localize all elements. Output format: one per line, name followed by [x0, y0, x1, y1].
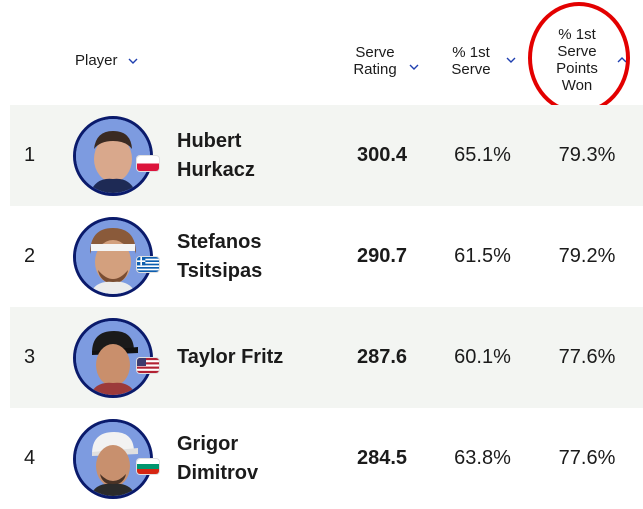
player-avatar[interactable] [73, 419, 159, 499]
serve-rating-label-line2: Rating [353, 61, 397, 78]
rank-cell: 1 [24, 144, 36, 166]
chevron-down-icon[interactable] [408, 61, 420, 73]
table-row[interactable]: 4 Grigor D [10, 408, 643, 509]
first-serve-points-won-cell: 79.2% [558, 245, 616, 267]
player-first-name: Grigor [177, 432, 239, 455]
player-last-name: Tsitsipas [177, 259, 263, 282]
first-serve-pct-cell: 60.1% [454, 346, 511, 368]
table-header: Player Serve Rating % 1st Serve % 1st Se… [0, 0, 643, 114]
column-header-player[interactable]: Player [75, 52, 139, 69]
ranking-table-body: 1 Hubert Hurkacz 300.4 65.1% 79.3% 2 [10, 105, 643, 509]
rank-cell: 3 [24, 346, 36, 368]
greece-flag [137, 257, 159, 272]
first-serve-pct-cell: 65.1% [454, 144, 511, 166]
first-serve-pct-cell: 63.8% [454, 447, 511, 469]
column-header-serve-rating[interactable]: Serve Rating [340, 44, 410, 78]
table-row[interactable]: 3 Tay [10, 307, 643, 408]
player-first-name: Stefanos [177, 230, 262, 253]
poland-flag [137, 156, 159, 171]
first-serve-pct-label-line1: % 1st [452, 44, 490, 61]
player-first-name: Taylor Fritz [177, 346, 284, 368]
serve-rating-label-line1: Serve [355, 44, 395, 61]
serve-rating-cell: 300.4 [356, 144, 408, 166]
avatar [73, 318, 153, 398]
column-header-first-serve-pct[interactable]: % 1st Serve [440, 44, 502, 78]
chevron-down-icon[interactable] [127, 55, 139, 67]
table-row[interactable]: 1 Hubert Hurkacz 300.4 65.1% 79.3% [10, 105, 643, 206]
rank-cell: 4 [24, 447, 36, 469]
player-avatar[interactable] [73, 217, 159, 297]
usa-flag [137, 358, 159, 373]
annotation-circle [528, 2, 630, 114]
player-name[interactable]: Taylor Fritz [177, 307, 327, 408]
player-last-name: Dimitrov [177, 461, 259, 484]
serve-rating-cell: 290.7 [356, 245, 408, 267]
player-avatar[interactable] [73, 116, 159, 196]
first-serve-pct-cell: 61.5% [454, 245, 511, 267]
player-first-name: Hubert [177, 129, 242, 152]
chevron-down-icon[interactable] [505, 54, 517, 66]
first-serve-pct-label-line2: Serve [451, 61, 491, 78]
rank-cell: 2 [24, 245, 36, 267]
player-last-name: Hurkacz [177, 158, 255, 181]
player-name[interactable]: Stefanos Tsitsipas [177, 206, 327, 307]
first-serve-points-won-cell: 79.3% [558, 144, 616, 166]
player-name[interactable]: Hubert Hurkacz [177, 105, 327, 206]
player-name[interactable]: Grigor Dimitrov [177, 408, 327, 509]
first-serve-points-won-cell: 77.6% [558, 346, 616, 368]
serve-rating-cell: 287.6 [356, 346, 408, 368]
table-row[interactable]: 2 [10, 206, 643, 307]
serve-rating-cell: 284.5 [356, 447, 408, 469]
bulgaria-flag [137, 459, 159, 474]
column-header-player-label: Player [75, 52, 118, 69]
player-avatar[interactable] [73, 318, 159, 398]
first-serve-points-won-cell: 77.6% [558, 447, 616, 469]
